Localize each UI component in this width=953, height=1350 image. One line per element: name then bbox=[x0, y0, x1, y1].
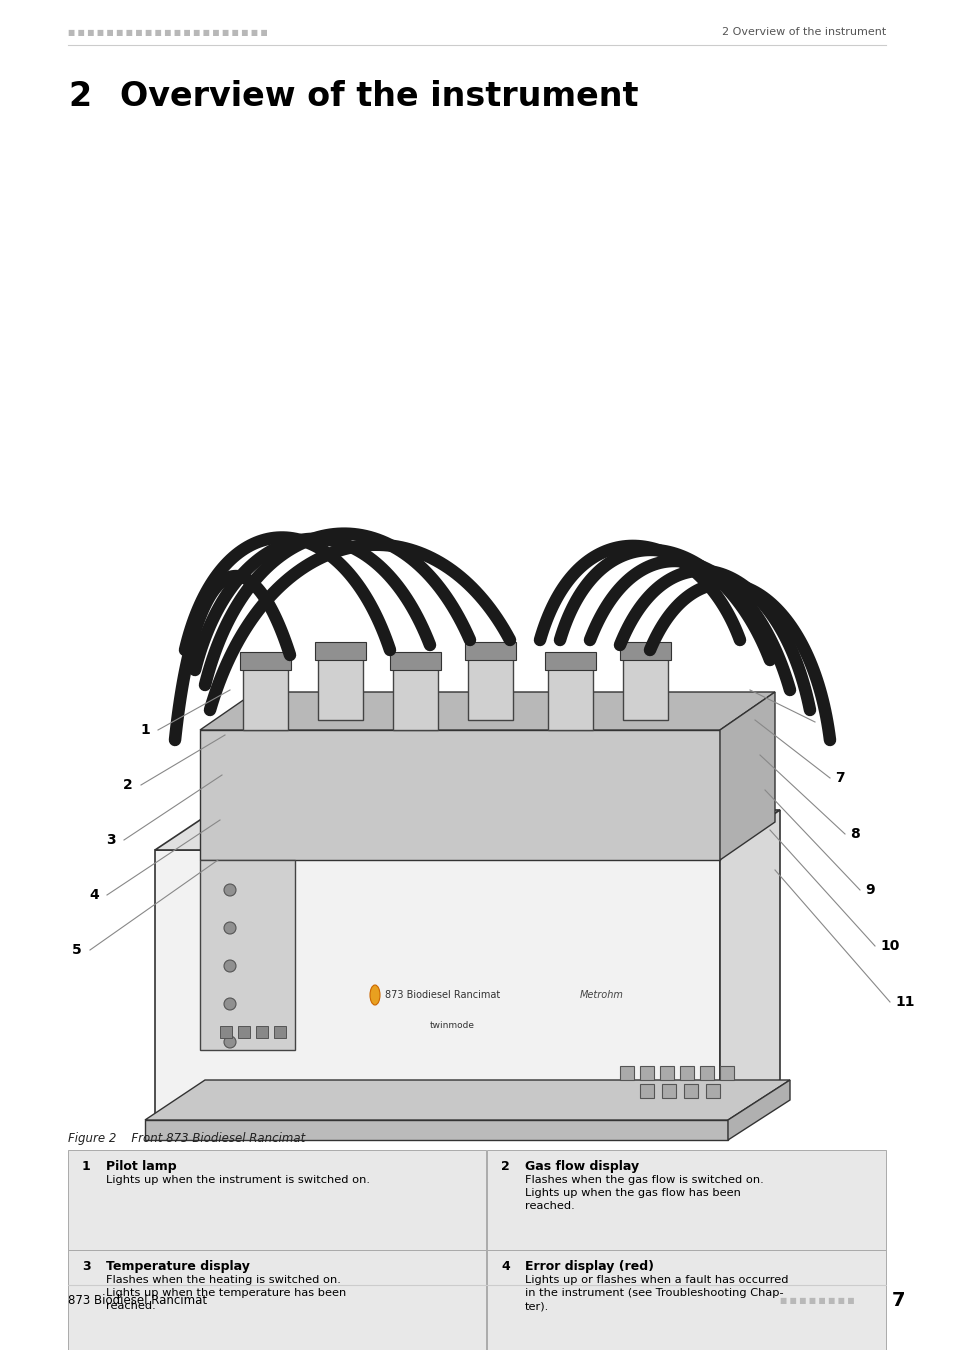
FancyBboxPatch shape bbox=[619, 1066, 634, 1080]
Text: twinmode: twinmode bbox=[430, 1021, 475, 1030]
FancyBboxPatch shape bbox=[393, 660, 437, 730]
Text: ■ ■ ■ ■ ■ ■ ■ ■ ■ ■ ■ ■ ■ ■ ■ ■ ■ ■ ■ ■ ■: ■ ■ ■ ■ ■ ■ ■ ■ ■ ■ ■ ■ ■ ■ ■ ■ ■ ■ ■ ■ … bbox=[68, 27, 268, 36]
Text: Overview of the instrument: Overview of the instrument bbox=[120, 80, 638, 113]
FancyBboxPatch shape bbox=[547, 660, 593, 730]
FancyBboxPatch shape bbox=[464, 643, 516, 660]
Text: 5: 5 bbox=[72, 944, 82, 957]
Text: Pilot lamp: Pilot lamp bbox=[106, 1160, 176, 1173]
Text: Error display (red): Error display (red) bbox=[524, 1260, 654, 1273]
FancyBboxPatch shape bbox=[622, 649, 667, 720]
Text: 6: 6 bbox=[820, 716, 829, 729]
Polygon shape bbox=[200, 730, 720, 860]
Text: Figure 2    Front 873 Biodiesel Rancimat: Figure 2 Front 873 Biodiesel Rancimat bbox=[68, 1133, 305, 1145]
Text: Lights up when the instrument is switched on.: Lights up when the instrument is switche… bbox=[106, 1174, 370, 1185]
FancyBboxPatch shape bbox=[486, 1150, 885, 1250]
FancyBboxPatch shape bbox=[679, 1066, 693, 1080]
FancyBboxPatch shape bbox=[619, 643, 670, 660]
FancyBboxPatch shape bbox=[705, 1084, 720, 1098]
FancyBboxPatch shape bbox=[683, 1084, 698, 1098]
Polygon shape bbox=[145, 1080, 789, 1120]
Text: 9: 9 bbox=[864, 883, 874, 896]
Text: 2 Overview of the instrument: 2 Overview of the instrument bbox=[721, 27, 885, 36]
Text: ■ ■ ■ ■ ■ ■ ■ ■: ■ ■ ■ ■ ■ ■ ■ ■ bbox=[780, 1296, 854, 1304]
Text: Flashes when the gas flow is switched on.
Lights up when the gas flow has been
r: Flashes when the gas flow is switched on… bbox=[524, 1174, 763, 1211]
Text: 3: 3 bbox=[107, 833, 116, 846]
Text: 2: 2 bbox=[68, 80, 91, 113]
FancyBboxPatch shape bbox=[240, 652, 291, 670]
Circle shape bbox=[224, 884, 235, 896]
Polygon shape bbox=[200, 693, 774, 730]
FancyBboxPatch shape bbox=[237, 1026, 250, 1038]
Text: 2: 2 bbox=[123, 778, 132, 792]
FancyBboxPatch shape bbox=[314, 643, 366, 660]
Text: 1: 1 bbox=[82, 1160, 91, 1173]
FancyBboxPatch shape bbox=[390, 652, 440, 670]
Text: NUMBER: NUMBER bbox=[245, 1040, 275, 1045]
Circle shape bbox=[224, 960, 235, 972]
Text: 11: 11 bbox=[894, 995, 914, 1008]
FancyBboxPatch shape bbox=[220, 1026, 232, 1038]
Polygon shape bbox=[727, 1080, 789, 1139]
Text: 873 Biodiesel Rancimat: 873 Biodiesel Rancimat bbox=[68, 1293, 207, 1307]
Ellipse shape bbox=[317, 644, 362, 656]
FancyBboxPatch shape bbox=[486, 1250, 885, 1350]
Polygon shape bbox=[154, 850, 720, 1120]
Text: 10: 10 bbox=[879, 940, 899, 953]
FancyBboxPatch shape bbox=[317, 649, 363, 720]
Text: 3: 3 bbox=[82, 1260, 91, 1273]
Text: Gas flow display: Gas flow display bbox=[524, 1160, 639, 1173]
Text: Flashes when the heating is switched on.
Lights up when the temperature has been: Flashes when the heating is switched on.… bbox=[106, 1274, 346, 1311]
FancyBboxPatch shape bbox=[639, 1066, 654, 1080]
FancyBboxPatch shape bbox=[274, 1026, 286, 1038]
Text: 7: 7 bbox=[834, 771, 843, 784]
Text: Lights up or flashes when a fault has occurred
in the instrument (see Troublesho: Lights up or flashes when a fault has oc… bbox=[524, 1274, 788, 1311]
Polygon shape bbox=[720, 693, 774, 860]
FancyBboxPatch shape bbox=[720, 1066, 733, 1080]
Ellipse shape bbox=[370, 986, 379, 1004]
FancyBboxPatch shape bbox=[544, 652, 596, 670]
FancyBboxPatch shape bbox=[68, 1250, 485, 1350]
Ellipse shape bbox=[392, 653, 437, 666]
FancyBboxPatch shape bbox=[468, 649, 513, 720]
Text: 1: 1 bbox=[140, 724, 150, 737]
Ellipse shape bbox=[242, 653, 287, 666]
Text: ON: ON bbox=[245, 887, 255, 892]
Circle shape bbox=[224, 998, 235, 1010]
Ellipse shape bbox=[622, 644, 667, 656]
Circle shape bbox=[224, 1035, 235, 1048]
Polygon shape bbox=[720, 810, 780, 1120]
Ellipse shape bbox=[467, 644, 512, 656]
Text: TEMP: TEMP bbox=[245, 963, 263, 969]
FancyBboxPatch shape bbox=[200, 860, 294, 1050]
Polygon shape bbox=[154, 810, 780, 850]
Text: FLOW: FLOW bbox=[245, 925, 265, 932]
FancyBboxPatch shape bbox=[68, 1150, 485, 1250]
FancyBboxPatch shape bbox=[700, 1066, 713, 1080]
Polygon shape bbox=[145, 1120, 727, 1139]
Text: 7: 7 bbox=[891, 1291, 904, 1310]
Text: 4: 4 bbox=[90, 888, 99, 902]
Text: 873 Biodiesel Rancimat: 873 Biodiesel Rancimat bbox=[385, 990, 499, 1000]
FancyBboxPatch shape bbox=[255, 1026, 268, 1038]
Ellipse shape bbox=[547, 653, 592, 666]
Circle shape bbox=[224, 922, 235, 934]
FancyBboxPatch shape bbox=[659, 1066, 673, 1080]
FancyBboxPatch shape bbox=[243, 660, 288, 730]
Text: Metrohm: Metrohm bbox=[579, 990, 623, 1000]
Text: 4: 4 bbox=[500, 1260, 509, 1273]
FancyBboxPatch shape bbox=[661, 1084, 676, 1098]
FancyBboxPatch shape bbox=[639, 1084, 654, 1098]
Text: Temperature display: Temperature display bbox=[106, 1260, 250, 1273]
Text: 2: 2 bbox=[500, 1160, 509, 1173]
Text: 8: 8 bbox=[849, 828, 859, 841]
Text: ERROR: ERROR bbox=[245, 1000, 269, 1007]
